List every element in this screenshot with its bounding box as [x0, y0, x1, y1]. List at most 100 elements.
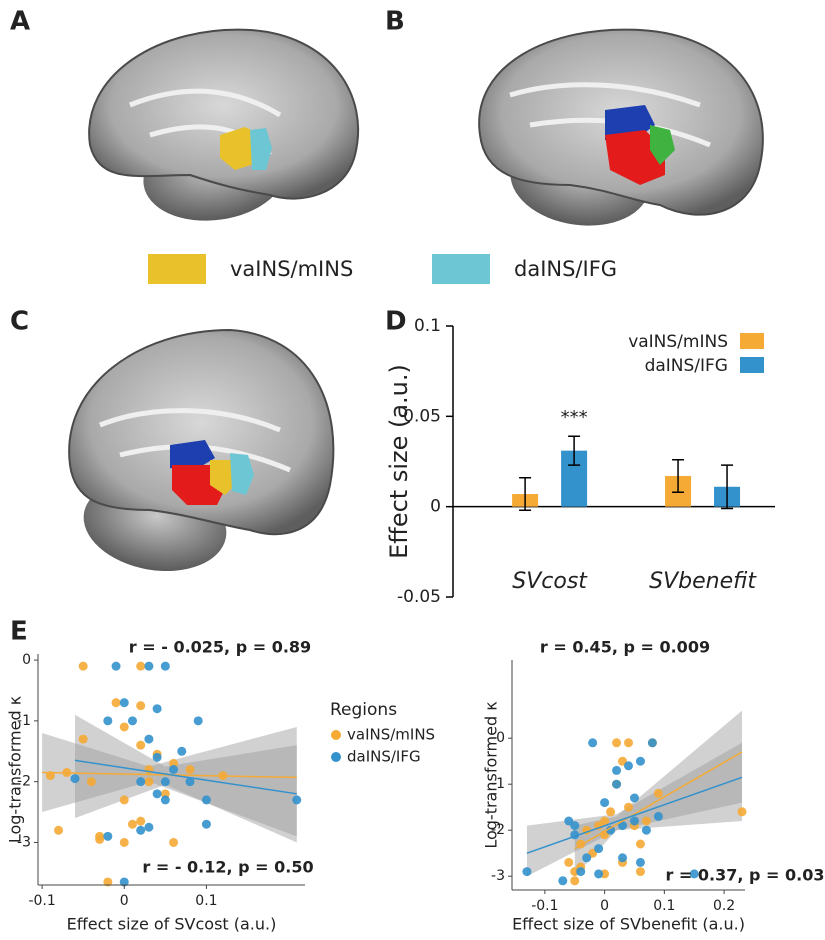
- point: [689, 869, 699, 879]
- legend-title: Regions: [330, 700, 397, 720]
- point: [558, 876, 568, 886]
- point: [635, 756, 645, 766]
- point: [618, 821, 628, 831]
- point: [144, 822, 154, 832]
- point: [160, 661, 170, 671]
- y-tick-label: -1: [491, 776, 505, 792]
- point: [111, 698, 121, 708]
- point: [582, 853, 592, 863]
- point: [185, 777, 195, 787]
- annotation: r = 0.37, p = 0.03: [665, 866, 824, 885]
- point: [103, 831, 113, 841]
- panel-label: C: [10, 307, 29, 337]
- point: [127, 716, 137, 726]
- fit-line: [526, 776, 743, 854]
- y-axis-label: Log-transformed κ: [6, 695, 25, 843]
- point: [292, 795, 302, 805]
- annotation: ***: [561, 407, 588, 428]
- point: [136, 740, 146, 750]
- y-tick-label: 0.1: [414, 316, 441, 336]
- panel-label: D: [385, 307, 407, 337]
- point: [737, 807, 747, 817]
- point: [86, 777, 96, 787]
- point: [612, 765, 622, 775]
- point: [600, 798, 610, 808]
- y-tick-label: 0: [496, 730, 505, 746]
- point: [185, 765, 195, 774]
- annotation: r = - 0.025, p = 0.89: [129, 638, 311, 657]
- point: [103, 716, 113, 726]
- point: [144, 777, 154, 787]
- point: [144, 734, 154, 744]
- point: [136, 816, 146, 826]
- y-tick-label: -3: [17, 834, 31, 850]
- legend-label: vaINS/mINS: [628, 332, 728, 352]
- point: [95, 834, 105, 844]
- annotation: r = - 0.12, p = 0.50: [142, 858, 313, 877]
- point: [103, 877, 113, 887]
- legend-swatch: [331, 752, 341, 762]
- y-tick-label: -2: [491, 822, 505, 838]
- brain-a: [88, 28, 360, 221]
- y-tick-label: 0: [430, 497, 441, 517]
- point: [119, 698, 129, 708]
- point: [160, 795, 170, 805]
- legend-label: daINS/IFG: [645, 356, 728, 376]
- x-axis-label: Effect size of SVcost (a.u.): [67, 915, 277, 934]
- y-axis-label: Effect size (a.u.): [385, 364, 413, 559]
- y-tick-label: -2: [17, 774, 31, 790]
- legend-swatch: [740, 333, 764, 349]
- point: [127, 819, 137, 829]
- point: [635, 867, 645, 877]
- point: [606, 807, 616, 817]
- x-tick-label: 0: [120, 893, 129, 909]
- legend-label: vaINS/mINS: [230, 257, 353, 281]
- y-tick-label: -1: [17, 713, 31, 729]
- y-tick-label: -0.05: [397, 587, 441, 607]
- point: [144, 661, 154, 671]
- point: [594, 869, 604, 879]
- error-bar: [519, 477, 532, 512]
- point: [570, 821, 580, 831]
- point: [70, 774, 80, 784]
- point: [152, 704, 162, 714]
- fit-line: [74, 759, 297, 795]
- x-tick-label: -0.1: [28, 893, 55, 909]
- point: [600, 816, 610, 826]
- point: [647, 738, 657, 748]
- fit-line: [574, 751, 743, 850]
- point: [54, 825, 64, 835]
- point: [119, 722, 129, 732]
- point: [169, 837, 179, 847]
- annotation: r = 0.45, p = 0.009: [540, 638, 710, 657]
- point: [522, 867, 532, 877]
- x-tick-label: 0.1: [195, 893, 217, 909]
- point: [629, 816, 639, 826]
- point: [594, 844, 604, 854]
- x-tick-label: 0.1: [653, 898, 675, 914]
- error-bar: [568, 435, 581, 466]
- point: [152, 789, 162, 799]
- point: [177, 746, 187, 756]
- point: [635, 839, 645, 849]
- y-axis-label: Log-transformed κ: [482, 701, 501, 849]
- panel-label: A: [10, 7, 30, 37]
- legend-swatch: [331, 730, 341, 740]
- point: [653, 811, 663, 821]
- point: [588, 738, 598, 748]
- x-tick-label: 0.2: [713, 898, 735, 914]
- point: [160, 777, 170, 787]
- point: [169, 765, 179, 774]
- point: [78, 661, 88, 671]
- legend-swatch: [148, 254, 206, 284]
- error-bar: [672, 458, 685, 493]
- point: [201, 819, 211, 829]
- panel-label: E: [10, 617, 28, 647]
- point: [641, 816, 651, 826]
- point: [111, 661, 121, 671]
- point: [612, 738, 622, 748]
- legend-label: vaINS/mINS: [347, 726, 435, 744]
- panel-label: B: [385, 7, 405, 37]
- y-tick-label: 0.05: [403, 406, 441, 426]
